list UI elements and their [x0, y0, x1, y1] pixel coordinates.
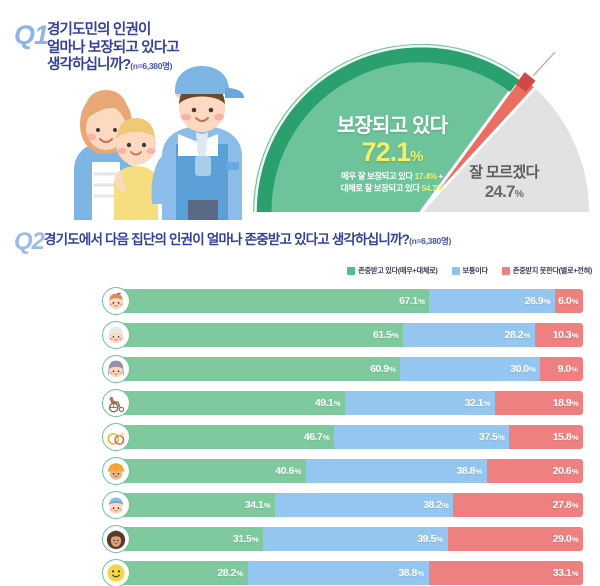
bar-segment-respected: 34.1%: [116, 493, 276, 517]
outer-ring-no: [515, 72, 536, 93]
bar-segment-respected: 67.1%: [116, 289, 430, 313]
legend-item-neutral: 보통이다: [451, 266, 489, 276]
table-row: 노인 61.5% 28.2% 10.3%: [0, 319, 600, 353]
stacked-bar: 46.7% 37.5% 15.8%: [116, 425, 583, 449]
q1-section: Q1 경기도민의 인권이 얼마나 보장되고 있다고 생각하십니까?(n=6,38…: [0, 0, 600, 222]
donut-label-dontknow-name: 잘 모르겠다: [469, 164, 539, 181]
slice-dontknow: [421, 88, 590, 212]
outer-ring-yes: [256, 47, 520, 213]
table-row: 성소수자 28.2% 38.8% 33.1%: [0, 557, 600, 586]
bar-segment-neutral: 39.5%: [263, 527, 448, 551]
table-row: 여성 60.9% 30.0% 9.0%: [0, 353, 600, 387]
bar-segment-neutral: 38.8%: [305, 459, 487, 483]
legend-label-respected: 존중받고 있다(매우+대체로): [358, 266, 438, 275]
bar-segment-neutral: 32.1%: [345, 391, 495, 415]
stacked-bar: 67.1% 26.9% 6.0%: [116, 289, 583, 313]
stacked-bar: 40.6% 38.8% 20.6%: [116, 459, 583, 483]
donut-label-dontknow: 잘 모르겠다 24.7%: [439, 161, 569, 202]
bar-segment-respected: 61.5%: [116, 323, 404, 347]
stacked-bar: 61.5% 28.2% 10.3%: [116, 323, 583, 347]
bar-segment-respected: 49.1%: [116, 391, 346, 415]
q1-sample-size: (n=6,380명): [130, 61, 173, 72]
q2-title: 경기도에서 다음 집단의 인권이 얼마나 존중받고 있다고 생각하십니까?(n=…: [44, 232, 524, 248]
bar-segment-respected: 31.5%: [116, 527, 264, 551]
bar-segment-respected: 60.9%: [116, 357, 401, 381]
q1-marker: Q1: [14, 20, 49, 50]
q2-title-text: 경기도에서 다음 집단의 인권이 얼마나 존중받고 있다고 생각하십니까?: [44, 232, 410, 247]
stacked-bar: 31.5% 39.5% 29.0%: [116, 527, 583, 551]
bar-segment-neutral: 26.9%: [429, 289, 555, 313]
table-row: 난민 31.5% 39.5% 29.0%: [0, 523, 600, 557]
table-row: 결혼이주민 46.7% 37.5% 15.8%: [0, 421, 600, 455]
bar-segment-neutral: 38.8%: [247, 561, 429, 585]
bar-segment-not-respected: 29.0%: [447, 527, 583, 551]
bar-segment-not-respected: 27.8%: [453, 493, 583, 517]
legend-swatch-neutral: [451, 267, 460, 275]
bar-segment-respected: 46.7%: [116, 425, 335, 449]
legend-item-not-respected: 존중받지 못한다(별로+전혀): [501, 266, 593, 276]
table-row: 이주노동자 40.6% 38.8% 20.6%: [0, 455, 600, 489]
legend-label-neutral: 보통이다: [462, 266, 489, 275]
breakdown-yes-2-value: 54.7%: [421, 183, 444, 194]
table-row: 장애인 49.1% 32.1% 18.9%: [0, 387, 600, 421]
bar-segment-respected: 40.6%: [116, 459, 306, 483]
legend-item-respected: 존중받고 있다(매우+대체로): [347, 266, 438, 276]
bar-segment-neutral: 28.2%: [403, 323, 535, 347]
elderly-face-icon: [102, 321, 130, 349]
wheelchair-icon: [102, 389, 130, 417]
donut-label-yes-name: 보장되고 있다: [336, 115, 448, 137]
bar-segment-not-respected: 15.8%: [509, 425, 583, 449]
q2-legend: 존중받고 있다(매우+대체로) 보통이다 존중받지 못한다(별로+전혀): [347, 266, 592, 276]
q1-donut-svg: [252, 43, 590, 214]
table-row: 아동청소년 67.1% 26.9% 6.0%: [0, 285, 600, 319]
breakdown-yes-1-label: 매우 잘 보장되고 있다: [341, 171, 413, 182]
q2-bar-rows: 아동청소년 67.1% 26.9% 6.0% 노인 61.5% 28.: [0, 285, 600, 586]
q1-title-line-3: 생각하십니까?(n=6,380명): [47, 57, 257, 75]
bar-segment-neutral: 38.2%: [275, 493, 454, 517]
legend-swatch-respected: [347, 267, 356, 275]
donut-label-yes: 보장되고 있다 72.1% 매우 잘 보장되고 있다 17.4% + 대체로 잘…: [287, 109, 497, 195]
bar-segment-respected: 28.2%: [116, 561, 248, 585]
legend-label-not-respected: 존중받지 못한다(별로+전혀): [512, 266, 593, 275]
legend-swatch-not-respected: [501, 267, 510, 275]
bar-segment-not-respected: 6.0%: [554, 289, 583, 313]
wedding-rings-icon: [102, 423, 130, 451]
q2-marker: Q2: [14, 228, 45, 255]
construction-worker-icon: [102, 457, 130, 485]
bar-segment-not-respected: 10.3%: [534, 323, 583, 347]
donut-label-dontknow-value: 24.7%: [484, 182, 524, 201]
slice-no: [421, 76, 535, 212]
bar-segment-neutral: 30.0%: [400, 357, 541, 381]
q1-title: 경기도민의 인권이 얼마나 보장되고 있다고 생각하십니까?(n=6,380명): [47, 22, 257, 75]
stacked-bar: 60.9% 30.0% 9.0%: [116, 357, 583, 381]
bar-segment-not-respected: 9.0%: [540, 357, 583, 381]
donut-label-yes-value: 72.1%: [361, 137, 424, 167]
bar-segment-neutral: 37.5%: [334, 425, 510, 449]
q1-title-line-1: 경기도민의 인권이: [47, 22, 151, 38]
callout-leader-line: [532, 51, 556, 77]
table-row: 비정규직 노동자 34.1% 38.2% 27.8%: [0, 489, 600, 523]
q2-section: 존중받고 있다(매우+대체로) 보통이다 존중받지 못한다(별로+전혀) 아동청…: [0, 222, 600, 586]
q1-title-line-3-text: 생각하십니까?: [47, 57, 131, 74]
stacked-bar: 34.1% 38.2% 27.8%: [116, 493, 583, 517]
donut-label-yes-breakdown: 매우 잘 보장되고 있다 17.4% + 대체로 잘 보장되고 있다 54.7%: [340, 171, 444, 194]
bar-segment-not-respected: 20.6%: [486, 459, 583, 483]
family-illustration: [74, 66, 244, 220]
refugee-face-icon: [102, 525, 130, 553]
q2-sample-size: (n=6,380명): [409, 236, 452, 246]
bar-segment-not-respected: 18.9%: [494, 391, 583, 415]
bar-segment-not-respected: 33.1%: [428, 561, 583, 585]
breakdown-yes-2-label: 대체로 잘 보장되고 있다: [340, 183, 420, 194]
woman-face-icon: [102, 355, 130, 383]
child-face-icon: [102, 287, 130, 315]
factory-worker-icon: [102, 491, 130, 519]
smiley-face-icon: [102, 559, 130, 586]
q1-donut-chart: 보장되고 있다 72.1% 매우 잘 보장되고 있다 17.4% + 대체로 잘…: [243, 16, 600, 222]
stacked-bar: 28.2% 38.8% 33.1%: [116, 561, 583, 585]
q1-title-line-2: 얼마나 보장되고 있다고: [47, 39, 180, 56]
breakdown-yes-1-value: 17.4%: [414, 171, 437, 182]
stacked-bar: 49.1% 32.1% 18.9%: [116, 391, 583, 415]
